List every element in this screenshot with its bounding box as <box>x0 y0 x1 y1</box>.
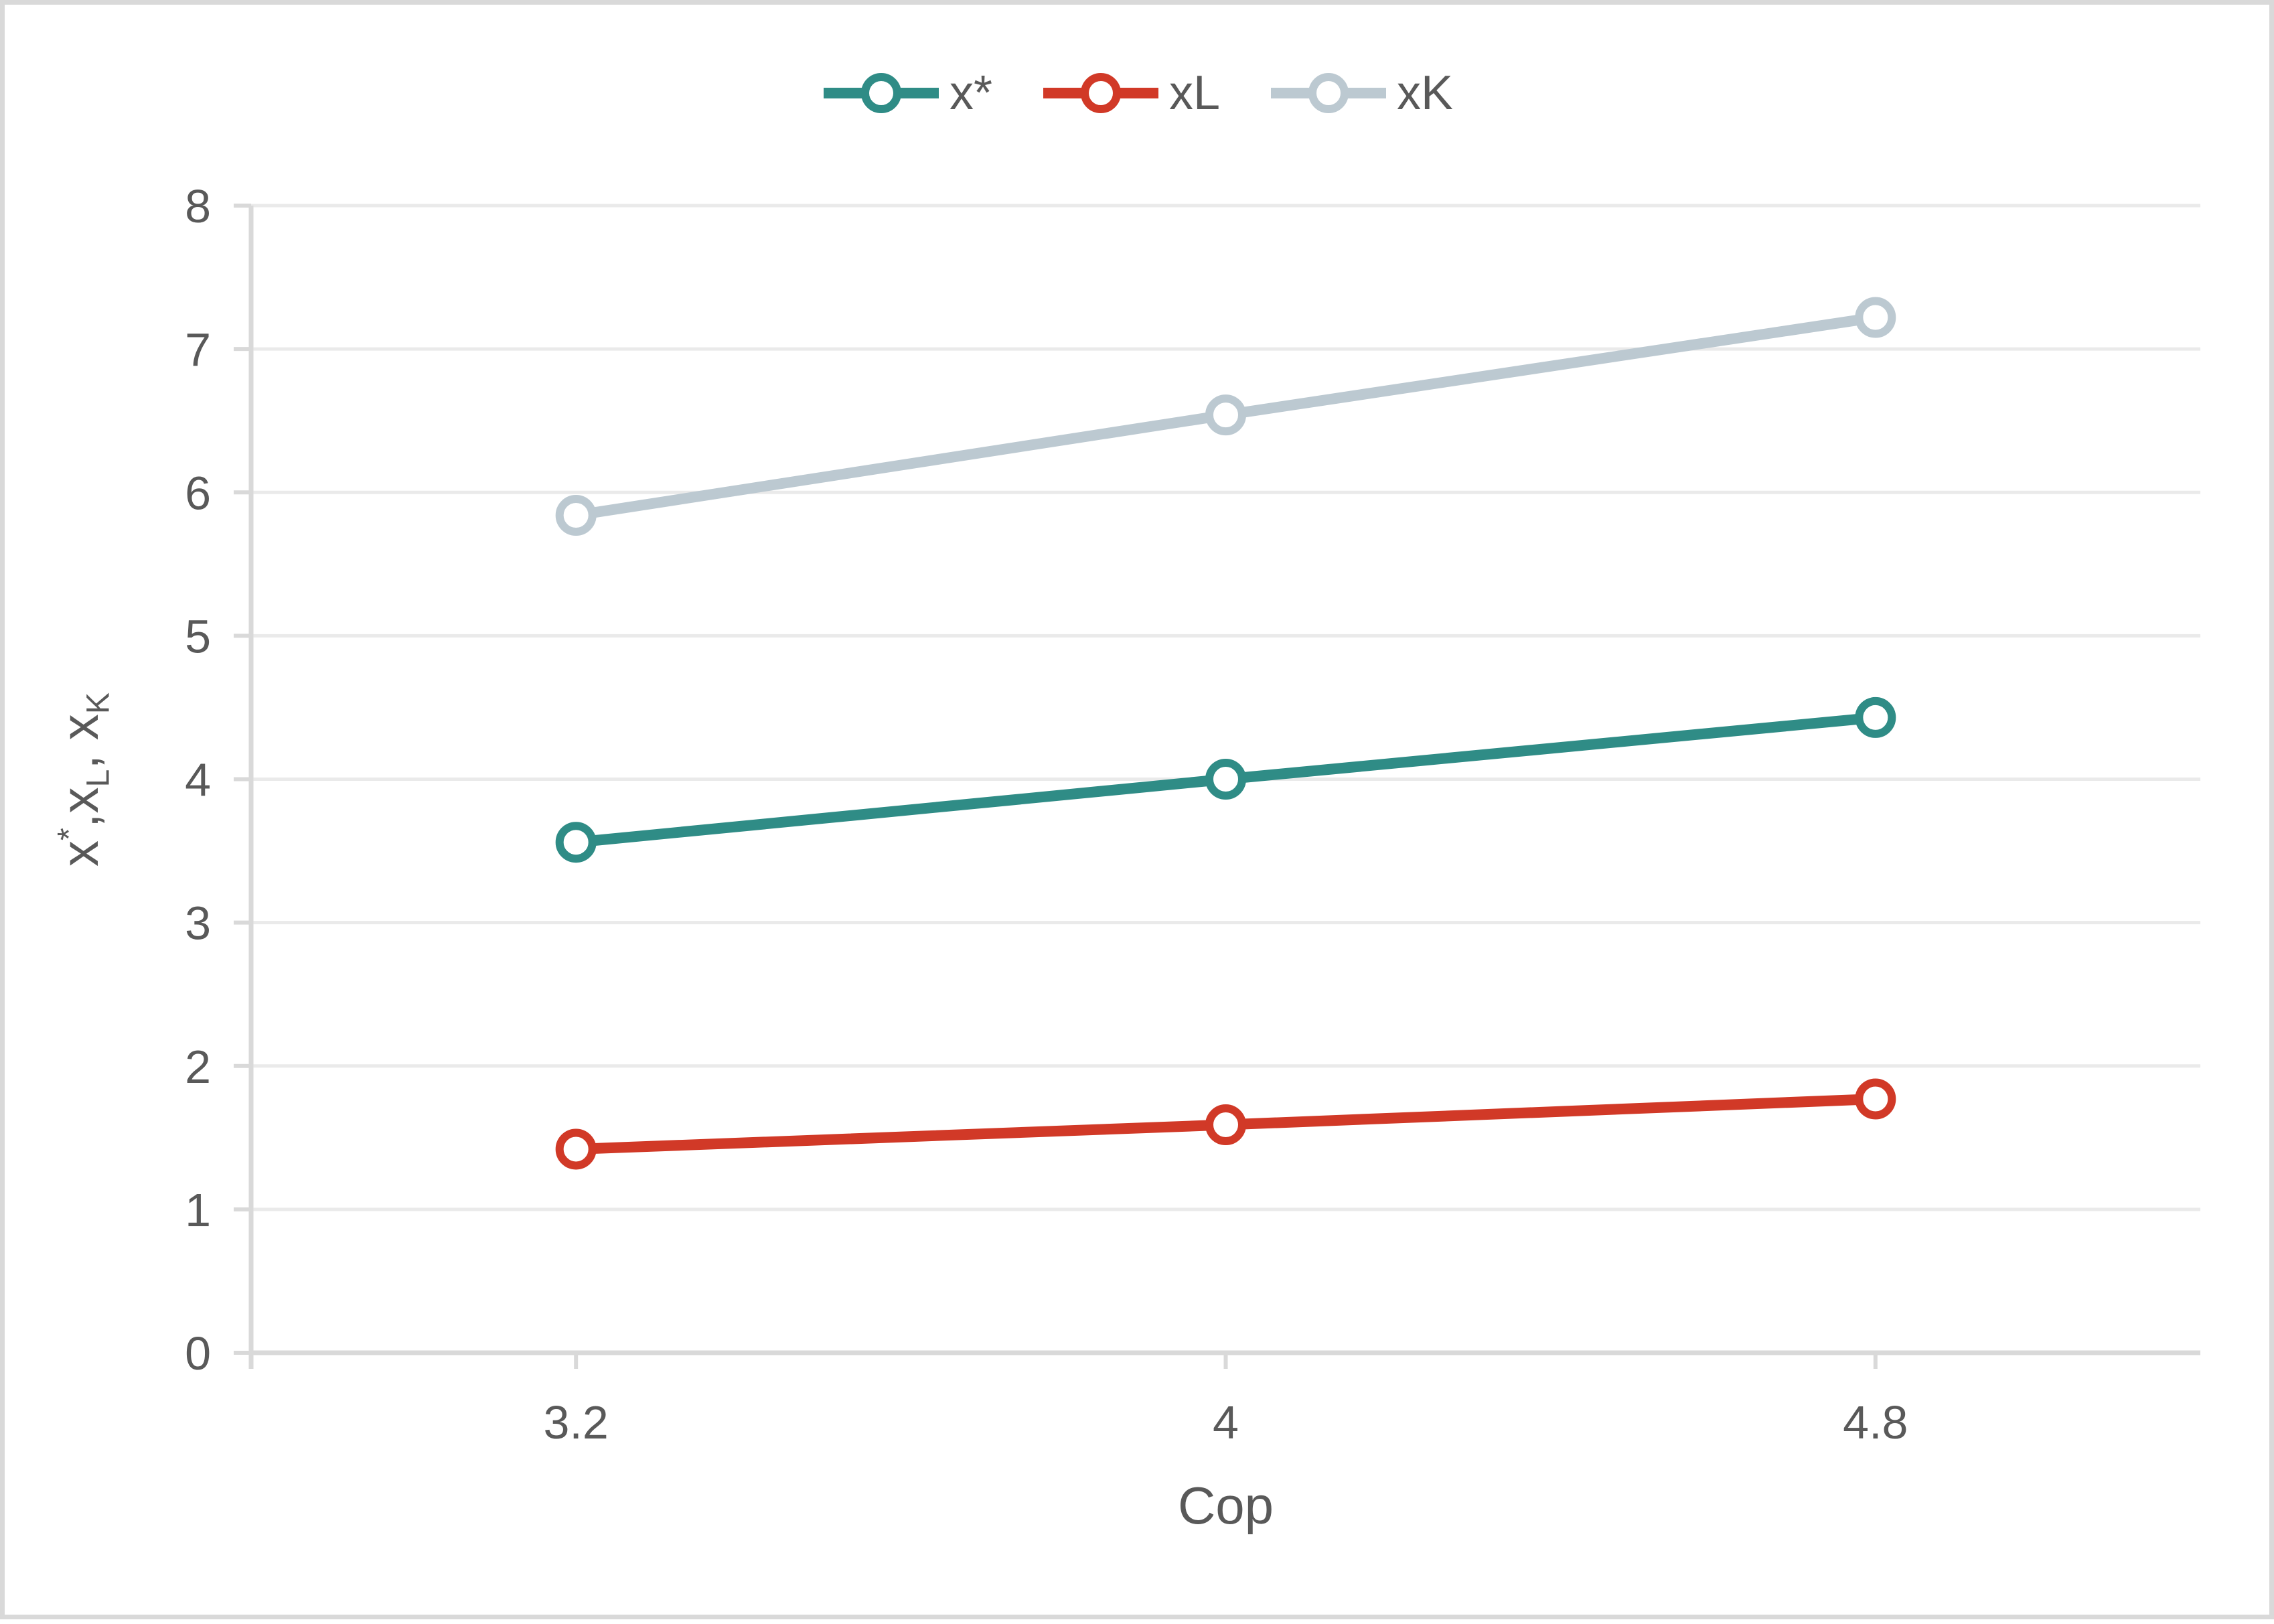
y-tick-label: 3 <box>185 897 211 950</box>
legend-label-x-star: x* <box>949 66 992 120</box>
y-tick-label: 1 <box>185 1184 211 1236</box>
y-tick-label: 5 <box>185 610 211 662</box>
y-tick-label: 6 <box>185 467 211 519</box>
legend-item-xK: xK <box>1268 69 1453 117</box>
y-tick-label: 0 <box>185 1327 211 1380</box>
legend-marker-x-star-icon <box>823 73 939 113</box>
data-point-marker-x* <box>1855 696 1896 738</box>
x-tick-label: 3.2 <box>544 1396 609 1449</box>
data-point-marker-x* <box>555 822 597 863</box>
data-point-marker-x* <box>1205 759 1246 800</box>
y-tick-label: 7 <box>185 323 211 376</box>
data-point-marker-xK <box>1855 297 1896 338</box>
legend-item-xL: xL <box>1041 69 1220 117</box>
y-tick-label: 2 <box>185 1041 211 1093</box>
y-axis-title: x*,xL, xK <box>50 692 117 867</box>
data-point-marker-xL <box>1855 1078 1896 1120</box>
legend-label-xK: xK <box>1397 66 1454 120</box>
y-tick-label: 4 <box>185 754 211 806</box>
plot-area: 0 1 2 3 4 5 6 7 8 3.2 4 4.8 <box>185 180 2200 1449</box>
legend-item-x-star: x* <box>821 69 992 117</box>
data-point-marker-xK <box>1205 394 1246 436</box>
x-tick-label: 4.8 <box>1843 1396 1908 1449</box>
legend-marker-xK-icon <box>1271 73 1387 113</box>
x-axis-title: Cop <box>1177 1476 1274 1535</box>
data-point-marker-xL <box>1205 1104 1246 1146</box>
legend-marker-xL-icon <box>1043 73 1158 113</box>
x-tick-label: 4 <box>1213 1396 1239 1449</box>
legend-label-xL: xL <box>1168 66 1221 120</box>
data-point-marker-xL <box>555 1128 597 1170</box>
y-tick-label: 8 <box>185 180 211 232</box>
data-point-marker-xK <box>555 495 597 536</box>
legend: x* xL xK <box>5 69 2269 117</box>
